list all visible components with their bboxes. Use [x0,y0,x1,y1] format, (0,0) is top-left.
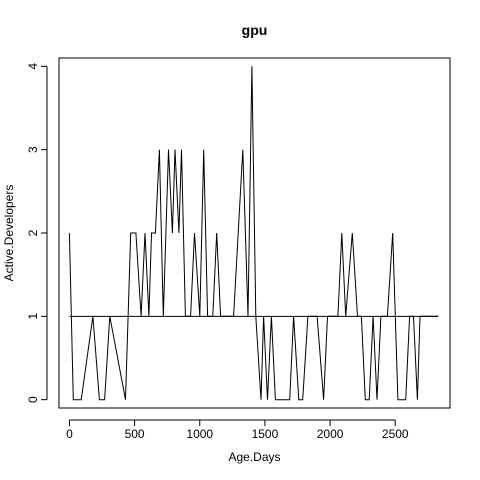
y-axis-label: Active.Developers [2,185,16,282]
x-tick-label: 1000 [186,427,213,441]
x-tick-label: 2000 [317,427,344,441]
x-tick-label: 0 [66,427,73,441]
chart-title: gpu [242,22,268,38]
plot-area [68,66,439,401]
x-tick-label: 2500 [382,427,409,441]
x-tick-label: 1500 [252,427,279,441]
x-tick-label: 500 [125,427,145,441]
series-line [68,66,439,401]
y-tick-label: 1 [26,313,40,320]
x-axis-label: Age.Days [228,450,280,464]
y-tick-label: 0 [26,396,40,403]
axes: 0 500 1000 1500 2000 2500 0 1 2 3 4 [26,57,451,441]
y-tick-label: 2 [26,229,40,236]
plot-frame [58,57,451,409]
y-tick-label: 3 [26,146,40,153]
y-tick-label: 4 [26,63,40,70]
